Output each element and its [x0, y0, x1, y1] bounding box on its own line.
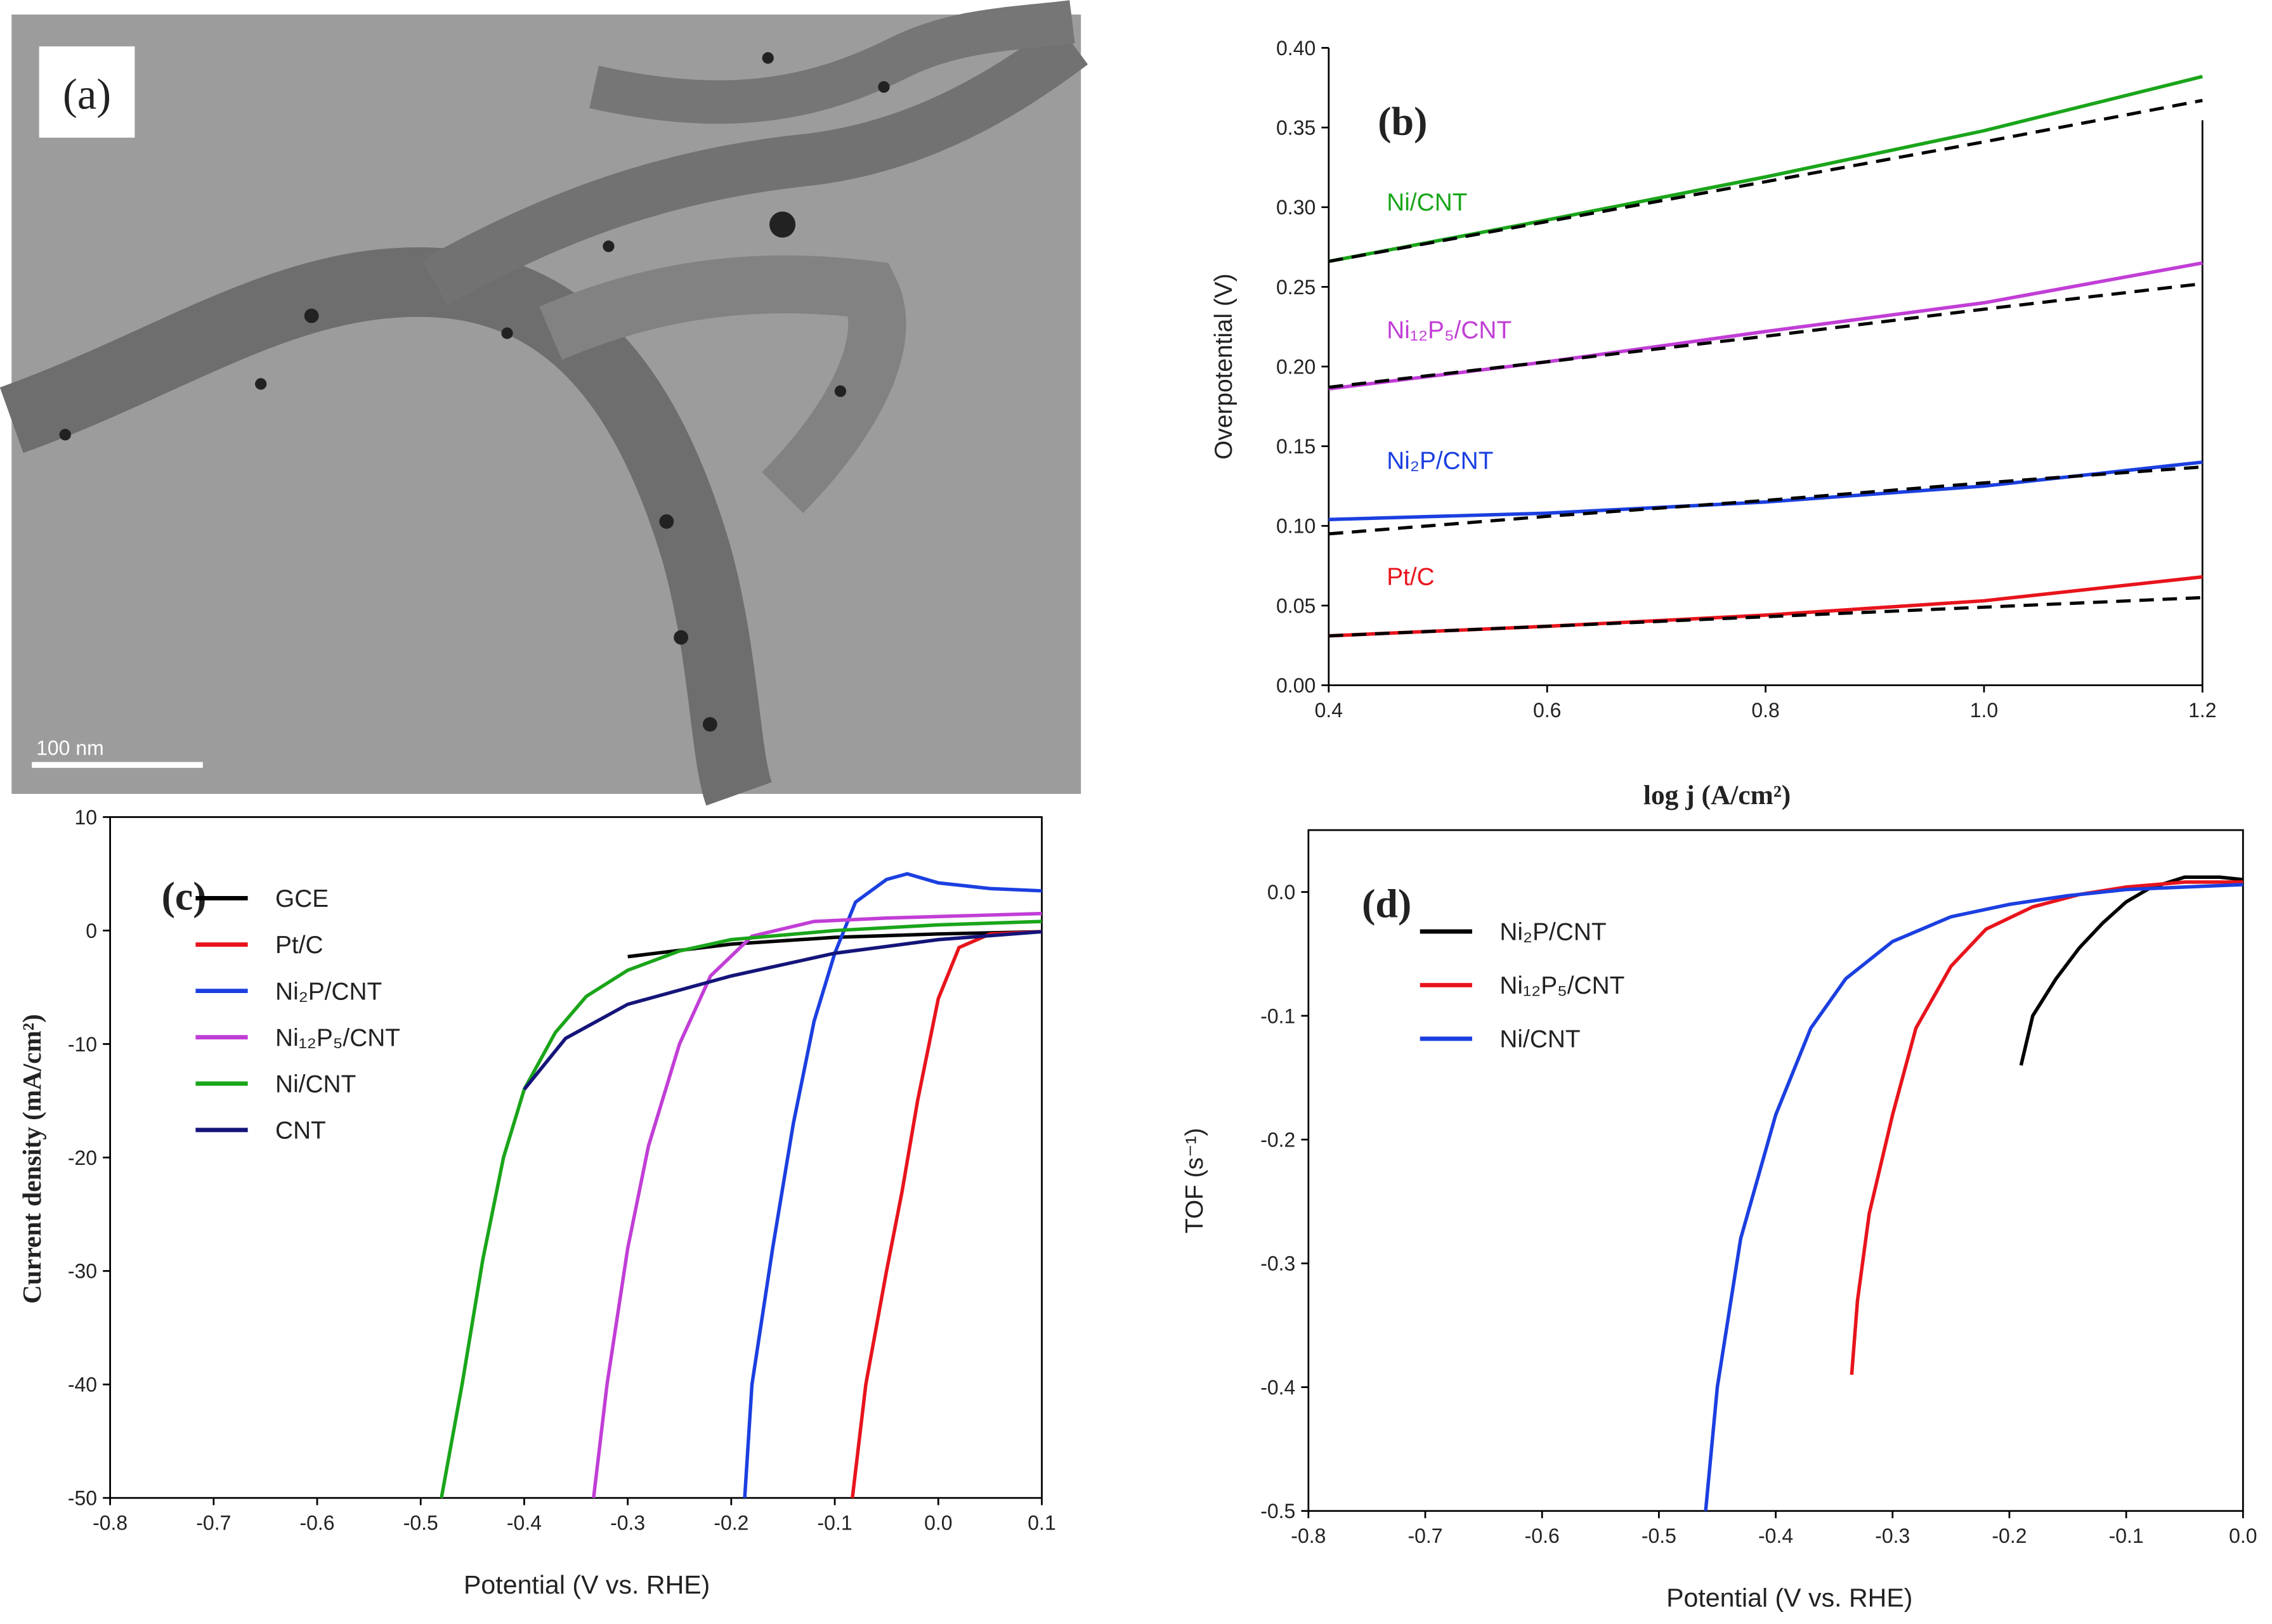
x-tick-label: 0.0 [924, 1511, 952, 1534]
series-label: Ni₂P/CNT [1387, 447, 1493, 474]
x-tick-label: -0.6 [299, 1511, 334, 1534]
series-label: Pt/C [1387, 564, 1435, 591]
nanotube [422, 22, 1088, 306]
y-axis-title: Current density (mA/cm²) [17, 1014, 47, 1304]
y-tick-label: 0.0 [1267, 881, 1295, 904]
series-line [440, 919, 1042, 1498]
x-tick-label: -0.4 [507, 1511, 542, 1534]
y-tick-label: 0.05 [1276, 594, 1316, 617]
x-tick-label: -0.6 [1525, 1524, 1560, 1547]
label-box [39, 46, 135, 138]
y-tick-label: -0.5 [1260, 1500, 1295, 1523]
series-line [1328, 575, 2203, 638]
legend-label: Pt/C [275, 932, 323, 959]
x-tick-label: -0.1 [818, 1511, 852, 1534]
y-tick-label: -0.1 [1260, 1004, 1295, 1027]
y-tick-label: 0.25 [1276, 276, 1316, 299]
x-tick-label: 0.1 [1028, 1511, 1055, 1534]
y-tick-label: -0.3 [1260, 1252, 1295, 1275]
series-line [1328, 75, 2203, 263]
y-tick-label: 0 [86, 919, 97, 942]
x-tick-label: 0.0 [2229, 1524, 2257, 1547]
x-tick-label: 0.6 [1533, 699, 1561, 722]
legend-label: Ni₁₂P₅/CNT [1499, 972, 1624, 999]
nanotube [589, 0, 1075, 124]
series-line [2019, 875, 2243, 1066]
y-tick-label: 0.35 [1276, 117, 1316, 140]
x-tick-label: -0.7 [1407, 1524, 1442, 1547]
x-tick-label: -0.2 [714, 1511, 748, 1534]
series-line [1328, 595, 2203, 638]
legend-label: Ni/CNT [1499, 1026, 1580, 1053]
series-line [1704, 883, 2243, 1511]
series-label: Ni/CNT [1387, 189, 1467, 216]
y-axis-title: Overpotential (V) [1210, 273, 1237, 459]
legend-label: Ni/CNT [275, 1071, 356, 1098]
legend-label: Ni₂P/CNT [1499, 919, 1606, 946]
x-axis-title: Potential (V vs. RHE) [1666, 1583, 1912, 1613]
series-line [523, 930, 1042, 1091]
panel-label: (b) [1378, 99, 1427, 144]
series-line [1850, 880, 2243, 1375]
y-tick-label: -0.2 [1260, 1129, 1295, 1152]
y-tick-label: 0.40 [1276, 37, 1316, 60]
nanoparticles [59, 52, 890, 732]
x-tick-label: -0.5 [403, 1511, 438, 1534]
x-tick-label: 1.2 [2188, 699, 2216, 722]
series-line [1328, 282, 2203, 389]
y-tick-label: 10 [74, 806, 97, 829]
x-tick-label: -0.1 [2109, 1524, 2144, 1547]
chart-panel: -0.8 -0.7 -0.6 -0.5 -0.4 -0.3 -0.2 -0.1 0.0 0.1 -5… [17, 806, 1056, 1599]
x-tick-label: -0.7 [196, 1511, 231, 1534]
legend-label: CNT [275, 1117, 326, 1145]
tem-image: (a) 100 nm [0, 0, 1088, 806]
scale-bar-label: 100 nm [36, 736, 104, 759]
y-tick-label: -0.4 [1260, 1376, 1295, 1399]
y-tick-label: -50 [68, 1487, 97, 1510]
panel-label: (d) [1362, 881, 1411, 926]
x-tick-label: 1.0 [1970, 699, 1998, 722]
legend-label: Ni₁₂P₅/CNT [275, 1024, 400, 1051]
x-tick-label: -0.8 [93, 1511, 127, 1534]
x-axis-title: log j (A/cm²) [1643, 780, 1791, 810]
series-label: Ni₁₂P₅/CNT [1387, 316, 1511, 344]
x-axis-title: Potential (V vs. RHE) [464, 1570, 710, 1599]
x-tick-label: 0.8 [1751, 699, 1779, 722]
chart-panel: 0.4 0.6 0.8 1.0 1.2 0.00 0.05 0.10 0.15 0.20 0.25 0… [1210, 37, 2217, 810]
series-line [851, 930, 1042, 1498]
x-tick-label: -0.3 [1875, 1524, 1910, 1547]
x-tick-label: -0.4 [1758, 1524, 1793, 1547]
x-tick-label: 0.4 [1315, 699, 1343, 722]
series-line [592, 911, 1042, 1498]
y-axis-title: TOF (s⁻¹) [1181, 1128, 1208, 1233]
y-tick-label: 0.00 [1276, 674, 1316, 697]
y-tick-label: -30 [68, 1260, 97, 1283]
x-tick-label: -0.2 [1992, 1524, 2027, 1547]
x-tick-label: -0.8 [1291, 1524, 1326, 1547]
chart-panel: -0.8 -0.7 -0.6 -0.5 -0.4 -0.3 -0.2 -0.1 0.0 -0.5 -… [1181, 829, 2257, 1613]
series-line [743, 872, 1042, 1498]
series-line [1328, 465, 2203, 536]
y-tick-label: -40 [68, 1374, 97, 1396]
y-tick-label: -20 [68, 1147, 97, 1169]
x-tick-label: -0.5 [1642, 1524, 1676, 1547]
y-tick-label: 0.20 [1276, 355, 1316, 378]
legend-label: GCE [275, 885, 329, 913]
nanotube [539, 255, 906, 514]
legend-label: Ni₂P/CNT [275, 978, 382, 1005]
y-tick-label: 0.30 [1276, 196, 1316, 219]
y-tick-label: -10 [68, 1033, 97, 1056]
panel-label: (a) [63, 70, 111, 118]
series-line [1328, 98, 2203, 263]
x-tick-label: -0.3 [610, 1511, 645, 1534]
y-tick-label: 0.10 [1276, 515, 1316, 538]
y-tick-label: 0.15 [1276, 435, 1316, 458]
